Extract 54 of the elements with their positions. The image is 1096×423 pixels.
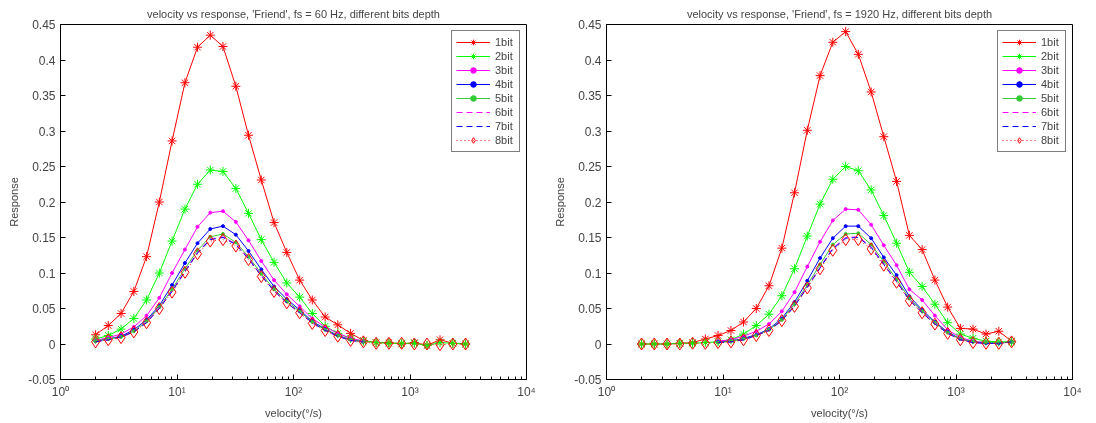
legend-label: 3bit — [1041, 63, 1060, 77]
y-tick-label: 0.05 — [578, 302, 602, 316]
legend-label: 2bit — [495, 49, 514, 63]
x-tick-label: 10³ — [947, 384, 965, 399]
y-tick-label: 0.4 — [38, 53, 56, 68]
x-tick-label: 10⁴ — [517, 384, 536, 399]
y-tick-label: 0.3 — [584, 124, 602, 139]
x-tick-label: 10⁰ — [597, 384, 616, 399]
y-tick-label: 0.25 — [578, 160, 602, 174]
x-tick-label: 10¹ — [168, 384, 186, 399]
y-tick-label: 0.45 — [578, 18, 602, 32]
y-tick-label: -0.05 — [574, 373, 602, 387]
x-tick-label: 10¹ — [714, 384, 732, 399]
y-tick-label: 0.05 — [32, 302, 56, 316]
y-tick-label: 0.35 — [32, 89, 56, 103]
y-tick-label: 0.15 — [32, 231, 56, 245]
y-tick-label: 0.1 — [38, 266, 56, 281]
y-tick-label: 0 — [48, 337, 56, 352]
legend-label: 2bit — [1041, 49, 1060, 63]
y-tick-label: 0.35 — [578, 89, 602, 103]
legend-label: 7bit — [1041, 119, 1060, 133]
y-tick-label: -0.05 — [28, 373, 56, 387]
y-tick-label: 0.45 — [32, 18, 56, 32]
x-tick-label: 10² — [284, 384, 303, 399]
x-tick-label: 10² — [830, 384, 849, 399]
y-tick-label: 0.3 — [38, 124, 56, 139]
y-tick-label: 0 — [594, 337, 602, 352]
y-tick-label: 0.15 — [578, 231, 602, 245]
y-axis-title: Response — [8, 177, 21, 227]
y-axis-title: Response — [554, 177, 567, 227]
x-tick-label: 10⁴ — [1063, 384, 1082, 399]
y-tick-label: 0.4 — [584, 53, 602, 68]
x-axis-title: velocity(°/s) — [811, 406, 868, 419]
y-tick-label: 0.1 — [584, 266, 602, 281]
y-tick-label: 0.2 — [38, 195, 56, 210]
x-tick-label: 10⁰ — [51, 384, 70, 399]
legend-label: 6bit — [1041, 105, 1060, 119]
legend-label: 3bit — [495, 63, 514, 77]
legend-label: 4bit — [1041, 77, 1060, 91]
legend-label: 8bit — [495, 133, 514, 147]
legend-label: 7bit — [495, 119, 514, 133]
legend-label: 1bit — [1041, 35, 1060, 49]
y-tick-label: 0.2 — [584, 195, 602, 210]
legend-label: 4bit — [495, 77, 514, 91]
x-tick-label: 10³ — [401, 384, 419, 399]
x-axis-title: velocity(°/s) — [265, 406, 322, 419]
legend-label: 8bit — [1041, 133, 1060, 147]
chart-title: velocity vs response, 'Friend', fs = 60 Hz, different bits depth — [147, 7, 440, 20]
legend-label: 6bit — [495, 105, 514, 119]
chart-title: velocity vs response, 'Friend', fs = 1920 Hz, different bits depth — [686, 7, 993, 20]
legend-label: 5bit — [1041, 91, 1060, 105]
legend-label: 5bit — [495, 91, 514, 105]
y-tick-label: 0.25 — [32, 160, 56, 174]
legend-label: 1bit — [495, 35, 514, 49]
